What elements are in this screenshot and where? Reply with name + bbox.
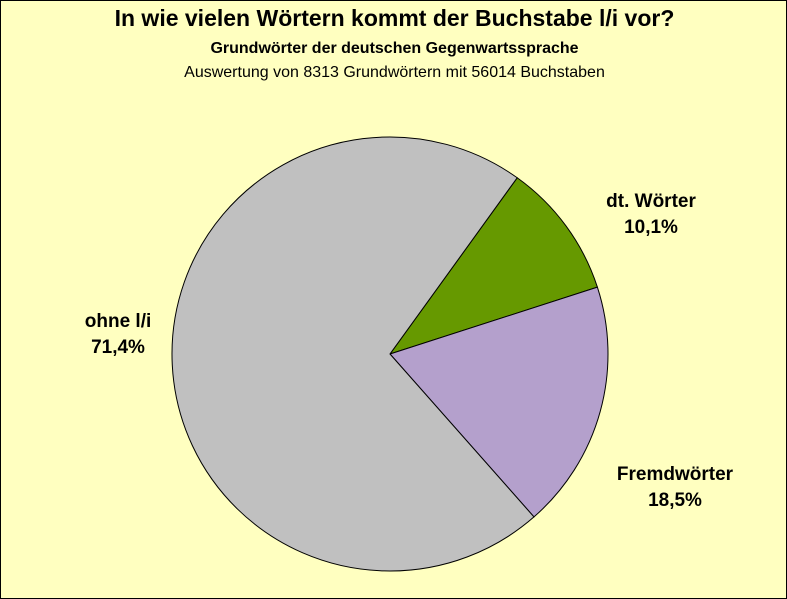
pie-slice-1 (389, 286, 609, 518)
chart-note: Auswertung von 8313 Grundwörtern mit 560… (184, 64, 605, 81)
pie-slice-2 (171, 136, 535, 572)
slice-label-fremdwoerter-name: Fremdwörter (617, 464, 734, 485)
slice-label-dt-woerter-value: 10,1% (624, 217, 678, 238)
chart-title: In wie vielen Wörtern kommt der Buchstab… (114, 5, 675, 31)
chart-subtitle: Grundwörter der deutschen Gegenwartsspra… (210, 40, 579, 57)
slice-label-ohne-li-value: 71,4% (91, 337, 145, 358)
pie-slices (171, 136, 609, 572)
slice-label-fremdwoerter-value: 18,5% (648, 490, 702, 511)
pie-labels: dt. Wörter 10,1% Fremdwörter 18,5% ohne … (85, 191, 734, 511)
slice-label-ohne-li-name: ohne l/i (85, 311, 152, 332)
pie-slice-0 (388, 177, 599, 355)
slice-label-dt-woerter-name: dt. Wörter (606, 191, 696, 212)
